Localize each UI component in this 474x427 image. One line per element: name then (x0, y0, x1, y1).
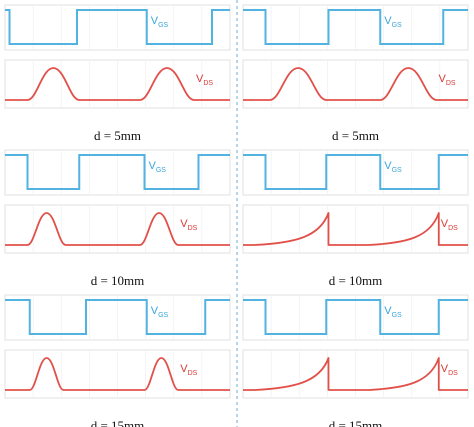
vgs-series-label: VGS (151, 15, 169, 29)
vgs-series-label: VGS (384, 160, 402, 174)
waveform-panel: VGS VDS d = 15mm (4, 294, 231, 427)
vds-series-line (243, 357, 468, 391)
vds-series-line (5, 67, 230, 101)
waveform-panel: VGS VDS d = 10mm (242, 149, 469, 288)
panel-caption: d = 10mm (329, 273, 383, 288)
vds-series-line (243, 212, 468, 246)
vgs-series-line (5, 9, 230, 45)
vgs-series-label: VGS (151, 305, 169, 319)
vds-series-label: VDS (180, 363, 197, 377)
vds-series-line (5, 212, 230, 246)
vds-series-label: VDS (180, 218, 197, 232)
vgs-series-line (243, 154, 468, 190)
panel-caption: d = 15mm (329, 418, 383, 427)
vds-series-label: VDS (441, 363, 458, 377)
vgs-series-line (243, 9, 468, 45)
vds-series-label: VDS (441, 218, 458, 232)
waveform-panel: VGS VDS d = 5mm (242, 4, 469, 143)
panel-caption: d = 5mm (94, 128, 141, 143)
vgs-series-line (5, 154, 230, 190)
vgs-series-label: VGS (149, 160, 167, 174)
vgs-series-label: VGS (384, 305, 402, 319)
vgs-series-line (243, 299, 468, 335)
vgs-series-label: VGS (384, 15, 402, 29)
vds-series-line (243, 67, 468, 101)
waveform-panel: VGS VDS d = 15mm (242, 294, 469, 427)
vds-series-label: VDS (439, 73, 456, 87)
panel-caption: d = 10mm (91, 273, 145, 288)
waveform-panel: VGS VDS d = 10mm (4, 149, 231, 288)
panel-caption: d = 5mm (332, 128, 379, 143)
waveform-panel: VGS VDS d = 5mm (4, 4, 231, 143)
panel-caption: d = 15mm (91, 418, 145, 427)
vgs-series-line (5, 299, 230, 335)
vds-series-line (5, 357, 230, 391)
vds-series-label: VDS (196, 73, 213, 87)
